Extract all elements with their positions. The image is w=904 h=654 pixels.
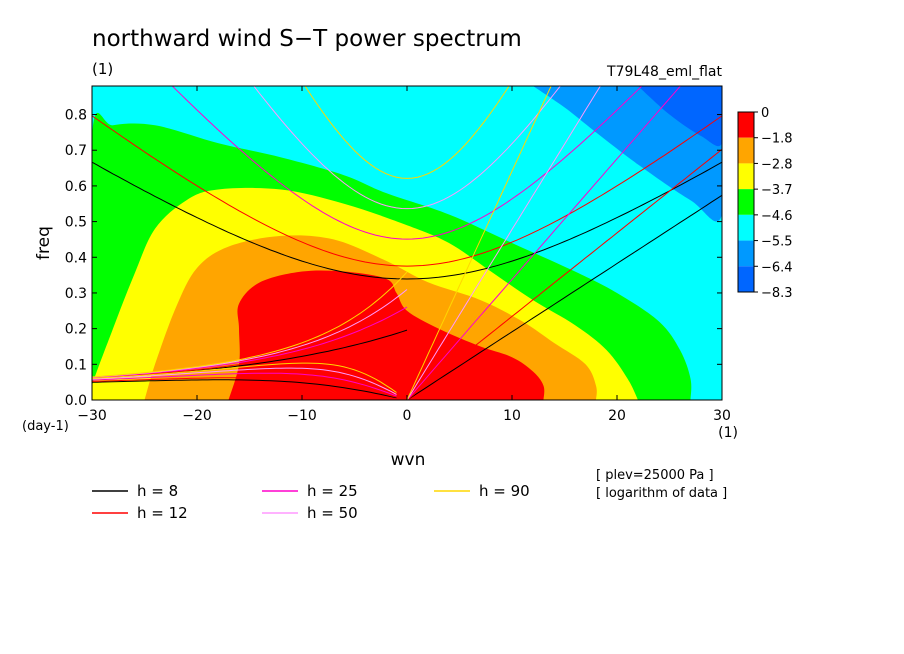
x-axis-label: wvn: [391, 450, 426, 470]
chart-subtitle-unit: (1): [92, 60, 113, 78]
x-axis-unit: (1): [718, 425, 738, 441]
x-tick-labels: −30 −20 −10 0 10 20 30: [77, 408, 731, 424]
y-tick-label: 0.3: [65, 286, 87, 302]
legend: h = 8 h = 12 h = 25 h = 50 h = 90: [92, 482, 530, 522]
mixed-rossby-gravity-curve-1: [92, 322, 408, 379]
chart-title: northward wind S−T power spectrum: [92, 26, 522, 52]
kelvin-curve-3: [406, 86, 601, 400]
y-tick-label: 0.7: [65, 143, 87, 159]
y-tick-label: 0.5: [65, 215, 87, 231]
inertia-gravity-curve-1: [92, 115, 722, 267]
rossby-curve-4: [92, 362, 397, 393]
x-tick-label: 0: [403, 408, 412, 424]
kelvin-curve-2: [406, 86, 682, 400]
chart-experiment-label: T79L48_eml_flat: [606, 64, 723, 80]
colorbar-label: −3.7: [761, 183, 793, 198]
colorbar-swatch: [738, 163, 754, 190]
x-tick-label: 30: [713, 408, 731, 424]
x-tick-label: 10: [503, 408, 521, 424]
colorbar-label: −8.3: [761, 286, 793, 301]
colorbar-label: 0: [761, 106, 769, 121]
kelvin-curve-0: [406, 194, 722, 400]
legend-label: h = 90: [479, 482, 530, 500]
colorbar-swatch: [738, 240, 754, 267]
colorbar: 0 −1.8 −2.8 −3.7 −4.6 −5.5 −6.4 −8.3: [737, 106, 793, 301]
legend-label: h = 12: [137, 504, 188, 522]
colorbar-swatch: [738, 189, 754, 215]
kelvin-curve-4: [406, 86, 552, 400]
y-tick-label: 0.1: [65, 357, 87, 373]
inertia-gravity-curve-2: [171, 86, 643, 240]
colorbar-label: −6.4: [761, 260, 793, 275]
y-axis-label: freq: [34, 226, 54, 260]
x-tick-label: −30: [77, 408, 107, 424]
colorbar-label: −1.8: [761, 132, 793, 147]
colorbar-label: −5.5: [761, 235, 793, 250]
colorbar-frame: [737, 111, 755, 293]
rossby-curve-1: [92, 377, 397, 398]
legend-label: h = 8: [137, 482, 178, 500]
y-tick-label: 0.0: [65, 393, 87, 409]
colorbar-swatch: [738, 214, 754, 241]
y-tick-label: 0.8: [65, 108, 87, 124]
inertia-gravity-curve-0: [92, 161, 722, 280]
mixed-rossby-gravity-curve-2: [92, 306, 408, 378]
legend-label: h = 50: [307, 504, 358, 522]
axis-ticks: [91, 86, 723, 401]
rossby-curve-0: [92, 379, 397, 399]
y-tick-label: 0.6: [65, 179, 87, 195]
x-tick-label: −20: [182, 408, 212, 424]
y-tick-label: 0.4: [65, 250, 87, 266]
legend-label: h = 25: [307, 482, 358, 500]
rossby-curve-2: [92, 372, 397, 397]
inertia-gravity-curve-4: [304, 86, 510, 179]
mixed-rossby-gravity-curve-4: [92, 271, 408, 378]
contour-region-1: [638, 86, 722, 147]
y-tick-label: 0.2: [65, 322, 87, 338]
kelvin-curve-1: [406, 148, 722, 400]
y-axis-unit: (day-1): [22, 419, 69, 434]
colorbar-label: −4.6: [761, 209, 793, 224]
colorbar-swatch: [738, 266, 754, 292]
contour-fills: [92, 86, 722, 400]
note-log: [ logarithm of data ]: [596, 486, 727, 501]
x-tick-label: −10: [287, 408, 317, 424]
colorbar-swatch: [738, 137, 754, 164]
rossby-curve-3: [92, 367, 397, 395]
contour-region-5: [228, 270, 545, 400]
x-tick-label: 20: [608, 408, 626, 424]
colorbar-label: −2.8: [761, 157, 793, 172]
note-plev: [ plev=25000 Pa ]: [596, 468, 714, 483]
y-tick-labels: 0.0 0.1 0.2 0.3 0.4 0.5 0.6 0.7 0.8: [65, 108, 87, 409]
inertia-gravity-curve-3: [253, 86, 561, 210]
colorbar-swatch: [738, 112, 754, 138]
dispersion-curves: [92, 86, 722, 400]
